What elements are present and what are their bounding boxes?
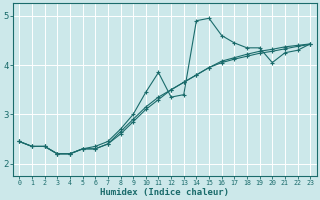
X-axis label: Humidex (Indice chaleur): Humidex (Indice chaleur) bbox=[100, 188, 229, 197]
